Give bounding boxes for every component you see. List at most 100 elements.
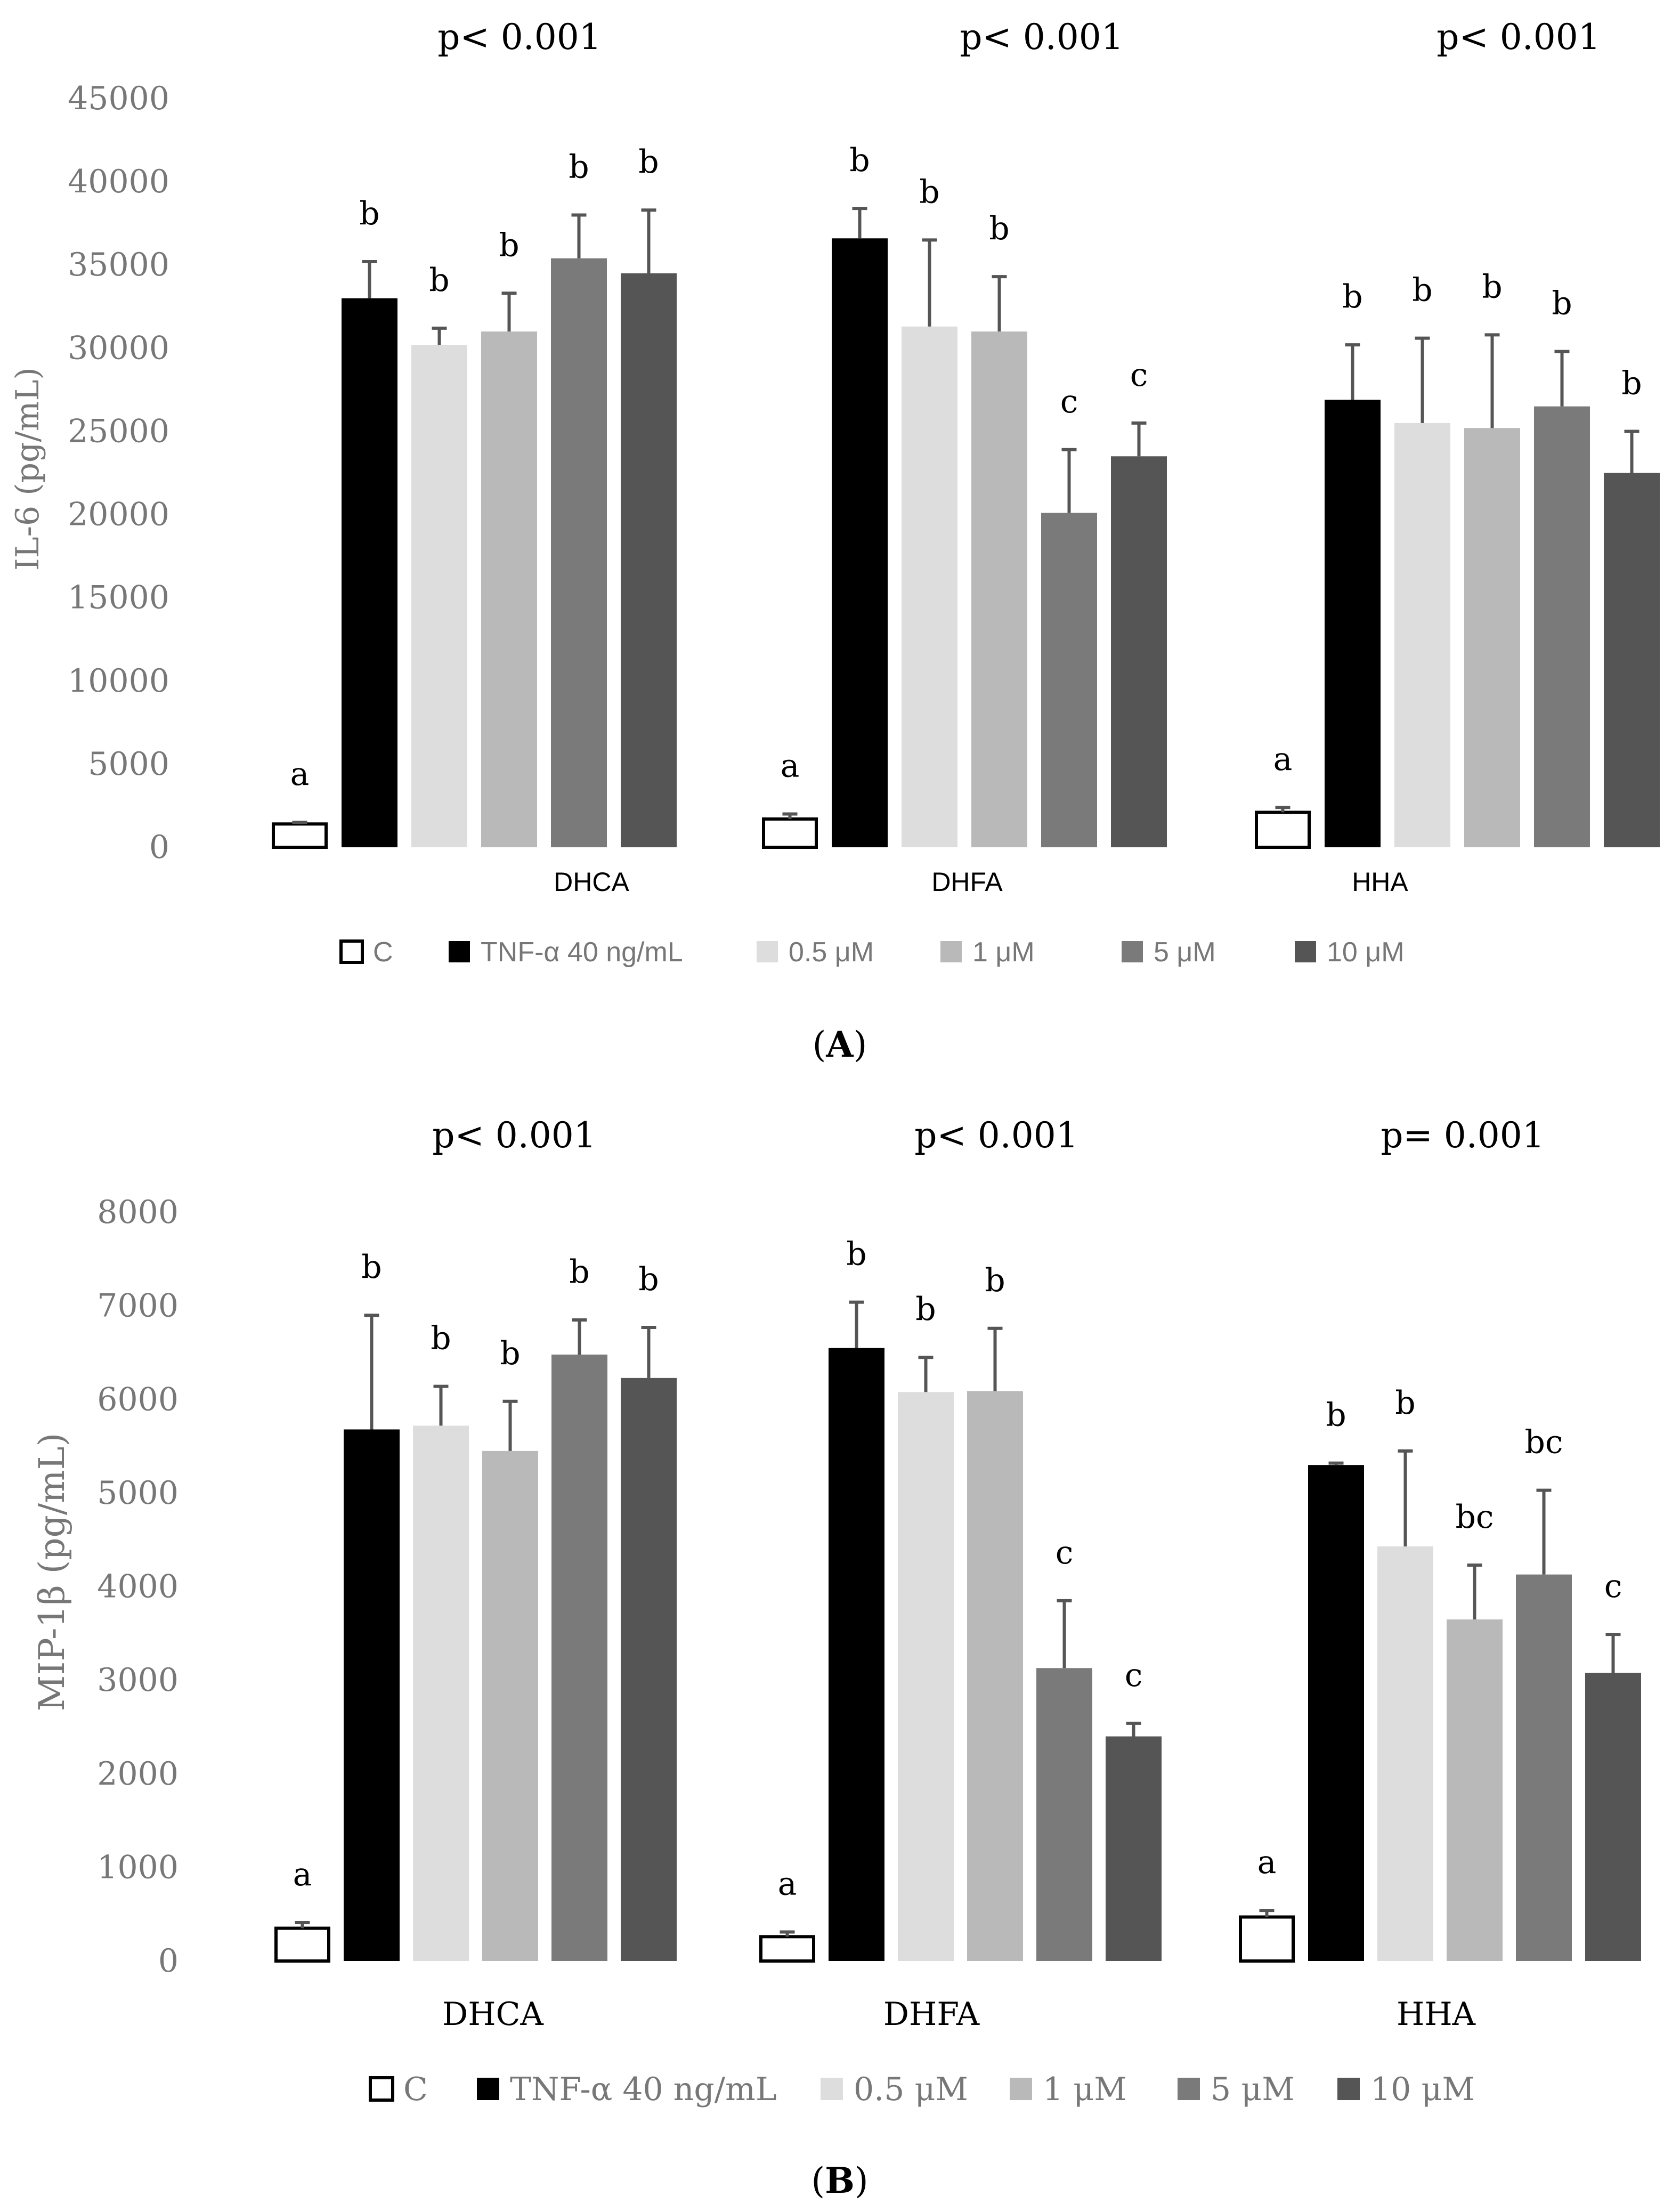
- significance-letter: b: [1395, 1384, 1415, 1422]
- legend-swatch: [1337, 2078, 1360, 2100]
- significance-letter: c: [1604, 1568, 1622, 1605]
- bar: [1041, 513, 1097, 847]
- significance-letter: b: [849, 142, 870, 179]
- y-tick-label: 0: [158, 1942, 178, 1980]
- significance-letter: c: [1125, 1657, 1143, 1694]
- y-tick-label: 4000: [97, 1568, 178, 1606]
- significance-letter: b: [1482, 268, 1502, 305]
- y-tick-label: 2000: [97, 1755, 178, 1793]
- significance-letter: bc: [1455, 1498, 1494, 1536]
- significance-letter: b: [431, 1320, 451, 1357]
- bar: [551, 1354, 607, 1961]
- bar: [1516, 1574, 1572, 1961]
- bar: [621, 273, 677, 848]
- legend-label: TNF-α 40 ng/mL: [481, 937, 683, 968]
- p-value-label: p< 0.001: [914, 1115, 1078, 1156]
- significance-letter: b: [1342, 278, 1362, 315]
- legend-swatch: [449, 941, 470, 962]
- panel-a: 0 5000 10000 15000 20000 25000 30000 35000 40000…: [9, 17, 1660, 1065]
- bar: [759, 1935, 815, 1963]
- bar: [1255, 811, 1311, 849]
- panel-label: (A): [813, 1024, 867, 1065]
- category-label: HHA: [1397, 1996, 1476, 2033]
- legend-label: C: [373, 937, 393, 968]
- panel-label: (B): [811, 2160, 868, 2201]
- legend-swatch: [940, 941, 962, 962]
- bar: [967, 1391, 1023, 1961]
- bar: [344, 1429, 400, 1961]
- significance-letter: b: [359, 195, 379, 232]
- bar: [621, 1378, 677, 1961]
- significance-letter: c: [1060, 383, 1078, 420]
- y-tick-label: 20000: [68, 496, 169, 533]
- legend-label: 10 μM: [1327, 937, 1405, 968]
- y-tick-label: 6000: [97, 1381, 178, 1418]
- legend-label: 5 μM: [1154, 937, 1216, 968]
- bar: [482, 1451, 538, 1961]
- bar: [832, 238, 888, 848]
- legend-swatch: [1010, 2078, 1032, 2100]
- legend-label: 10 μM: [1370, 2071, 1475, 2108]
- significance-letter: a: [1273, 741, 1293, 778]
- bar: [1585, 1673, 1641, 1961]
- y-tick-label: 5000: [97, 1474, 178, 1512]
- significance-letter: b: [1621, 364, 1642, 402]
- significance-letter: b: [429, 262, 449, 299]
- legend-label: C: [403, 2071, 428, 2108]
- significance-letter: b: [985, 1262, 1005, 1299]
- y-axis-title: MIP-1β (pg/mL): [31, 1433, 72, 1712]
- significance-letter: a: [781, 748, 800, 785]
- category-label: DHFA: [883, 1996, 980, 2033]
- bar: [413, 1425, 469, 1961]
- significance-letter: b: [638, 1261, 659, 1298]
- legend-swatch: [477, 2078, 499, 2100]
- bar: [551, 258, 607, 847]
- bar: [411, 345, 467, 847]
- bar: [1377, 1546, 1433, 1961]
- legend-label: 5 μM: [1211, 2071, 1295, 2108]
- bar: [1447, 1619, 1503, 1961]
- y-tick-label: 10000: [68, 662, 169, 700]
- legend-swatch: [1122, 941, 1143, 962]
- bar: [902, 326, 957, 847]
- bar: [1308, 1465, 1364, 1961]
- significance-letter: b: [1326, 1397, 1346, 1434]
- bar: [1464, 428, 1520, 847]
- p-value-label: p< 0.001: [432, 1115, 596, 1156]
- y-tick-label: 35000: [68, 246, 169, 283]
- significance-letter: b: [1552, 285, 1572, 322]
- y-tick-label: 1000: [97, 1849, 178, 1886]
- y-tick-label: 30000: [68, 329, 169, 367]
- bar: [898, 1392, 954, 1961]
- bar: [342, 298, 397, 847]
- significance-letter: b: [846, 1236, 866, 1273]
- y-tick-label: 5000: [88, 746, 169, 783]
- significance-letter: a: [290, 756, 310, 793]
- significance-letter: b: [989, 210, 1009, 247]
- y-tick-label: 3000: [97, 1662, 178, 1699]
- bar: [971, 331, 1027, 847]
- y-axis-title: IL-6 (pg/mL): [9, 367, 46, 571]
- significance-letter: b: [919, 173, 939, 210]
- bar: [1394, 423, 1450, 847]
- bar: [1239, 1915, 1295, 1963]
- y-tick-label: 25000: [68, 412, 169, 450]
- bar: [1106, 1736, 1162, 1961]
- category-label: DHCA: [554, 867, 629, 897]
- legend-label: 1 μM: [972, 937, 1035, 968]
- legend-swatch: [369, 2076, 394, 2102]
- significance-letter: b: [915, 1291, 936, 1328]
- significance-letter: b: [638, 143, 659, 181]
- significance-letter: a: [778, 1866, 797, 1903]
- legend-swatch: [757, 941, 778, 962]
- bar: [274, 1926, 330, 1963]
- significance-letter: b: [1412, 272, 1432, 309]
- p-value-label: p< 0.001: [1436, 17, 1600, 58]
- significance-letter: a: [293, 1856, 312, 1893]
- bar: [1325, 400, 1381, 847]
- significance-letter: b: [569, 149, 589, 186]
- significance-letter: c: [1056, 1534, 1074, 1571]
- significance-letter: b: [499, 226, 519, 264]
- significance-letter: b: [500, 1335, 520, 1372]
